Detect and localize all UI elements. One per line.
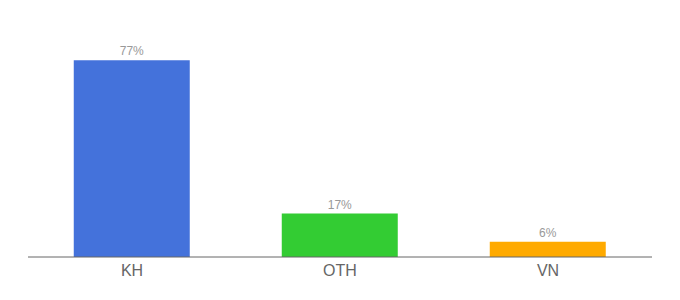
svg-text:OTH: OTH [323, 262, 357, 279]
svg-text:KH: KH [121, 262, 143, 279]
svg-text:77%: 77% [120, 44, 144, 58]
svg-text:VN: VN [537, 262, 559, 279]
svg-text:6%: 6% [539, 226, 557, 240]
svg-text:17%: 17% [328, 198, 352, 212]
